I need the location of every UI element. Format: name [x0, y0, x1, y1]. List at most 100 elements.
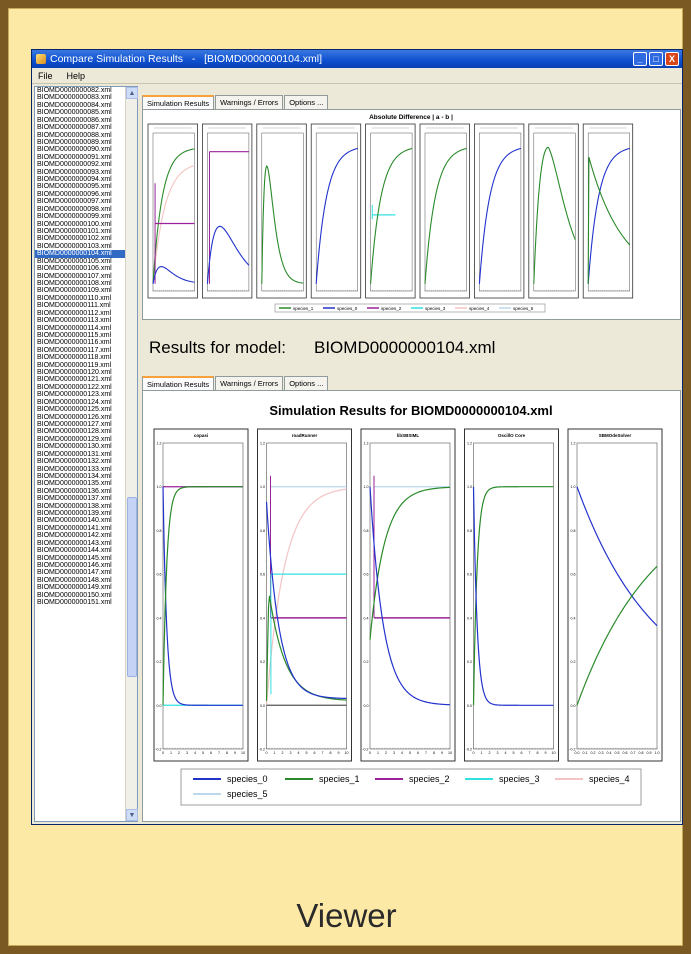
model-list-item[interactable]: BIOMD0000000104.xml [35, 250, 125, 258]
close-button[interactable]: X [665, 52, 679, 66]
tab-top-warnings-errors[interactable]: Warnings / Errors [215, 95, 284, 110]
scroll-down-icon[interactable]: ▼ [126, 809, 138, 821]
model-list-item[interactable]: BIOMD0000000120.xml [37, 369, 112, 377]
model-list-item[interactable]: BIOMD0000000095.xml [37, 183, 112, 191]
model-list-item[interactable]: BIOMD0000000149.xml [37, 584, 112, 592]
model-list-item[interactable]: BIOMD0000000117.xml [37, 346, 112, 354]
model-list-item[interactable]: BIOMD0000000093.xml [37, 168, 112, 176]
model-list-item[interactable]: BIOMD0000000112.xml [37, 309, 112, 317]
model-list-item[interactable]: BIOMD0000000113.xml [37, 317, 112, 325]
model-list-item[interactable]: BIOMD0000000142.xml [37, 532, 112, 540]
model-list-item[interactable]: BIOMD0000000107.xml [37, 272, 112, 280]
x-tick-label: 10 [552, 751, 556, 755]
model-list-item[interactable]: BIOMD0000000099.xml [37, 213, 112, 221]
model-list-item[interactable]: BIOMD0000000084.xml [37, 101, 112, 109]
model-list-item[interactable]: BIOMD0000000110.xml [37, 294, 112, 302]
tab-top-options[interactable]: Options ... [284, 95, 329, 110]
model-list-item[interactable]: BIOMD0000000105.xml [37, 257, 112, 265]
model-list-item[interactable]: BIOMD0000000125.xml [37, 406, 112, 414]
model-list-item[interactable]: BIOMD0000000128.xml [37, 428, 112, 436]
model-list-item[interactable]: BIOMD0000000124.xml [37, 398, 112, 406]
model-list-scrollbar[interactable]: ▲ ▼ [125, 87, 138, 821]
model-list-item[interactable]: BIOMD0000000101.xml [37, 228, 112, 236]
results-for-model-label: Results for model: BIOMD0000000104.xml [149, 338, 496, 357]
model-list-item[interactable]: BIOMD0000000089.xml [37, 138, 112, 146]
scroll-thumb[interactable] [127, 497, 137, 677]
x-tick-label: 4 [194, 751, 196, 755]
model-list-item[interactable]: BIOMD0000000083.xml [37, 94, 112, 102]
model-list-item[interactable]: BIOMD0000000132.xml [37, 458, 112, 466]
menu-help[interactable]: Help [66, 70, 86, 81]
model-list-item[interactable]: BIOMD0000000123.xml [37, 391, 112, 399]
model-list-item[interactable]: BIOMD0000000118.xml [37, 354, 112, 362]
model-list-item[interactable]: BIOMD0000000146.xml [37, 562, 112, 569]
model-list-item[interactable]: BIOMD0000000086.xml [37, 116, 112, 124]
model-list-item[interactable]: BIOMD0000000111.xml [37, 302, 111, 310]
model-list-item[interactable]: BIOMD0000000139.xml [37, 510, 112, 518]
tab-bottom-warnings-errors[interactable]: Warnings / Errors [215, 376, 284, 391]
model-list-item[interactable]: BIOMD0000000129.xml [37, 435, 112, 443]
model-list-item[interactable]: BIOMD0000000122.xml [37, 383, 112, 391]
model-list-item[interactable]: BIOMD0000000137.xml [37, 495, 112, 503]
model-list-item[interactable]: BIOMD0000000103.xml [37, 242, 112, 250]
model-list-item[interactable]: BIOMD0000000114.xml [37, 324, 112, 332]
model-list-item[interactable]: BIOMD0000000082.xml [37, 87, 112, 94]
x-tick-label: 0.4 [607, 751, 612, 755]
model-list-item[interactable]: BIOMD0000000126.xml [37, 413, 112, 421]
model-list-item[interactable]: BIOMD0000000135.xml [37, 480, 112, 488]
model-list-item[interactable]: BIOMD0000000145.xml [37, 554, 112, 562]
subplot-frame [365, 123, 416, 299]
model-list-item[interactable]: BIOMD0000000133.xml [37, 465, 112, 473]
model-list-item[interactable]: BIOMD0000000106.xml [37, 265, 112, 273]
model-list-item[interactable]: BIOMD0000000138.xml [37, 502, 112, 510]
minimize-button[interactable]: _ [633, 52, 647, 66]
model-list-item[interactable]: BIOMD0000000141.xml [37, 524, 112, 532]
subplot-title: OscillO Core [498, 433, 526, 438]
scroll-up-icon[interactable]: ▲ [126, 87, 138, 99]
model-list-item[interactable]: BIOMD0000000140.xml [37, 517, 112, 525]
species-4-line [265, 488, 347, 706]
model-list-item[interactable]: BIOMD0000000090.xml [37, 146, 112, 154]
model-list-item[interactable]: BIOMD0000000144.xml [37, 547, 112, 555]
model-list-item[interactable]: BIOMD0000000087.xml [37, 124, 112, 132]
legend-frame [274, 303, 546, 313]
x-tick-label: 2 [489, 751, 491, 755]
model-list-item[interactable]: BIOMD0000000131.xml [37, 450, 112, 458]
model-list-item[interactable]: BIOMD0000000098.xml [37, 205, 112, 213]
model-list-item[interactable]: BIOMD0000000143.xml [37, 539, 112, 547]
menu-file[interactable]: File [38, 70, 53, 81]
model-list-item[interactable]: BIOMD0000000096.xml [37, 190, 112, 198]
model-list-item[interactable]: BIOMD0000000136.xml [37, 487, 112, 495]
model-list-item[interactable]: BIOMD0000000091.xml [37, 153, 112, 161]
maximize-button[interactable]: □ [649, 52, 663, 66]
model-list-item[interactable]: BIOMD0000000094.xml [37, 176, 112, 184]
model-list-item[interactable]: BIOMD0000000108.xml [37, 279, 112, 287]
model-list-item[interactable]: BIOMD0000000134.xml [37, 472, 112, 480]
model-list-item[interactable]: BIOMD0000000119.xml [37, 361, 112, 369]
model-list-item[interactable]: BIOMD0000000150.xml [37, 591, 112, 599]
tab-bottom-simulation-results[interactable]: Simulation Results [142, 376, 215, 391]
model-list-item[interactable]: BIOMD0000000085.xml [37, 109, 112, 117]
model-list-item[interactable]: BIOMD0000000115.xml [37, 331, 112, 339]
model-list-item[interactable]: BIOMD0000000116.xml [37, 339, 112, 347]
model-list-item[interactable]: BIOMD0000000088.xml [37, 131, 112, 139]
model-list-item[interactable]: BIOMD0000000148.xml [37, 576, 112, 584]
model-list-item[interactable]: BIOMD0000000121.xml [37, 376, 112, 384]
title-bar[interactable]: Compare Simulation Results - [BIOMD00000… [32, 50, 682, 68]
model-list-item[interactable]: BIOMD0000000130.xml [37, 443, 112, 451]
model-list-item[interactable]: BIOMD0000000109.xml [37, 287, 112, 295]
x-tick-label: 2 [178, 751, 180, 755]
model-list-item[interactable]: BIOMD0000000092.xml [37, 161, 112, 169]
tab-bottom-options[interactable]: Options ... [284, 376, 329, 391]
model-list-item[interactable]: BIOMD0000000151.xml [37, 599, 112, 607]
tab-top-simulation-results[interactable]: Simulation Results [142, 95, 215, 110]
sim-subplot: roadRunner 1.2 1.0 0.8 0.6 0.4 0.2 0.0 -0.20 1 2 3 4… [257, 428, 352, 762]
sim-subplot: SBMOdeSolver1.21.00.80.60.40.20.0-0.20.0… [567, 428, 663, 762]
model-list-item[interactable]: BIOMD0000000127.xml [37, 420, 112, 428]
model-list[interactable]: BIOMD0000000082.xml BIOMD0000000083.xml BI… [34, 86, 138, 822]
model-list-item[interactable]: BIOMD0000000097.xml [37, 198, 112, 206]
legend-label: species_4 [469, 306, 490, 311]
model-list-item[interactable]: BIOMD0000000102.xml [37, 235, 112, 243]
model-list-item[interactable]: BIOMD0000000100.xml [37, 220, 112, 228]
model-list-item[interactable]: BIOMD0000000147.xml [37, 569, 112, 577]
